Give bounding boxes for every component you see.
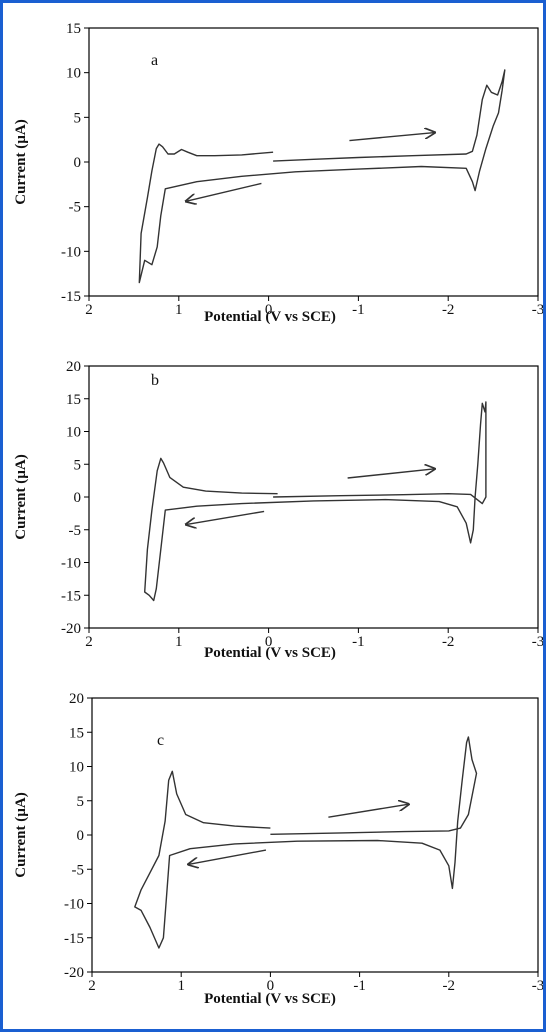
y-tick-label: 10	[69, 760, 84, 776]
x-tick-label: -1	[353, 978, 366, 994]
x-tick-label: 2	[85, 302, 93, 318]
y-tick-label: -10	[61, 556, 81, 572]
y-tick-label: 0	[74, 155, 82, 171]
x-tick-label: -3	[532, 978, 543, 994]
x-tick-label: -3	[532, 634, 543, 650]
scan-direction-arrow	[188, 849, 267, 864]
scan-direction-arrow	[349, 133, 434, 142]
y-axis-title: Current (µA)	[13, 119, 29, 204]
y-tick-label: -10	[64, 897, 84, 913]
scan-direction-arrow	[186, 182, 262, 201]
x-axis-title: Potential (V vs SCE)	[204, 991, 336, 1007]
y-tick-label: -5	[72, 862, 85, 878]
y-tick-label: -15	[64, 931, 84, 947]
scan-direction-arrow	[186, 510, 265, 524]
panel-letter: b	[151, 372, 159, 389]
y-tick-label: 10	[66, 66, 81, 82]
x-tick-label: 1	[175, 634, 183, 650]
y-tick-label: 15	[69, 725, 84, 741]
panel-letter: c	[157, 732, 164, 749]
x-tick-label: -2	[442, 302, 455, 318]
x-tick-label: 1	[177, 978, 185, 994]
y-tick-label: 15	[66, 21, 81, 37]
x-tick-label: -2	[443, 978, 456, 994]
x-tick-label: 0	[267, 978, 275, 994]
x-axis-title: Potential (V vs SCE)	[204, 309, 336, 325]
x-tick-label: 0	[265, 634, 273, 650]
y-tick-label: 20	[66, 359, 81, 375]
scan-direction-arrow	[347, 469, 435, 479]
y-tick-label: -20	[61, 621, 81, 637]
y-tick-label: 5	[77, 794, 85, 810]
panel-letter: a	[151, 52, 158, 69]
x-tick-label: 1	[175, 302, 183, 318]
y-tick-label: -5	[69, 523, 82, 539]
y-tick-label: 15	[66, 392, 81, 408]
voltammogram-curve	[134, 736, 478, 949]
x-tick-label: -1	[352, 302, 365, 318]
x-tick-label: 2	[85, 634, 93, 650]
y-tick-label: -15	[61, 289, 81, 305]
voltammogram-curve	[144, 401, 487, 602]
x-tick-label: -1	[352, 634, 365, 650]
y-axis-title: Current (µA)	[13, 454, 29, 539]
y-axis-title: Current (µA)	[13, 792, 29, 877]
x-tick-label: 2	[88, 978, 96, 994]
y-tick-label: -15	[61, 588, 81, 604]
y-tick-label: 10	[66, 425, 81, 441]
y-tick-label: 0	[77, 828, 85, 844]
y-tick-label: 5	[74, 457, 82, 473]
y-tick-label: 5	[74, 110, 82, 126]
scan-direction-arrow	[328, 804, 408, 818]
y-tick-label: 0	[74, 490, 82, 506]
y-tick-label: -10	[61, 244, 81, 260]
x-tick-label: -2	[442, 634, 455, 650]
y-tick-label: 20	[69, 691, 84, 707]
x-tick-label: -3	[532, 302, 543, 318]
x-tick-label: 0	[265, 302, 273, 318]
x-axis-title: Potential (V vs SCE)	[204, 645, 336, 661]
y-tick-label: -20	[64, 965, 84, 981]
voltammogram-curve	[138, 69, 506, 284]
y-tick-label: -5	[69, 200, 82, 216]
